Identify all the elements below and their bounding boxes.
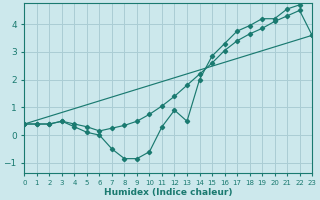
X-axis label: Humidex (Indice chaleur): Humidex (Indice chaleur) — [104, 188, 232, 197]
